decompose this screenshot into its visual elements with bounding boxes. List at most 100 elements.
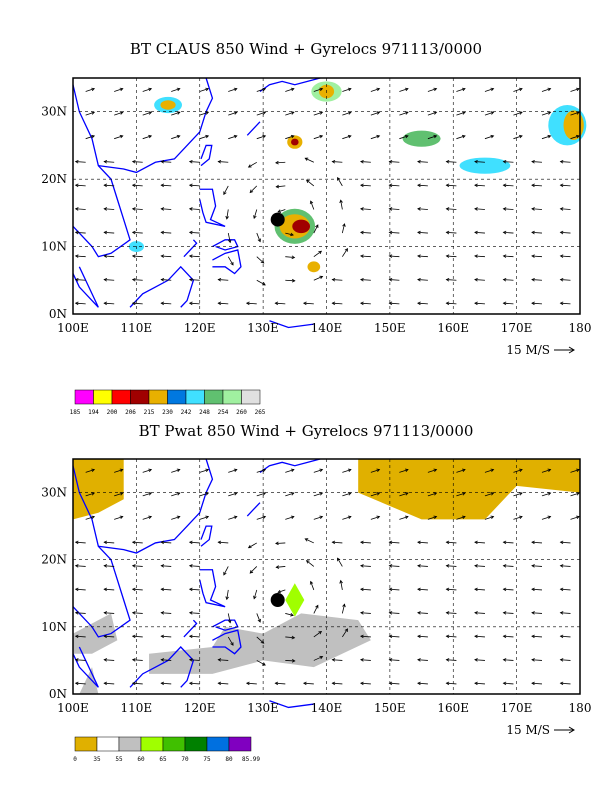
- wind-vector: [75, 682, 86, 685]
- wind-vector: [332, 279, 343, 281]
- wind-vector: [249, 566, 258, 574]
- wind-arrowhead: [319, 492, 324, 496]
- wind-vector: [560, 255, 571, 258]
- wind-vector: [85, 88, 95, 92]
- wind-arrowhead: [490, 492, 495, 496]
- wind-vector: [484, 516, 494, 520]
- wind-arrowhead: [404, 515, 409, 520]
- wind-arrowhead: [331, 681, 336, 686]
- wind-arrowhead: [160, 301, 165, 306]
- wind-vector: [474, 279, 485, 281]
- wind-vector: [360, 612, 371, 614]
- wind-vector: [75, 659, 86, 661]
- wind-arrowhead: [74, 587, 79, 592]
- wind-vector: [132, 255, 143, 258]
- wind-vector: [360, 541, 371, 544]
- wind-vector: [228, 469, 237, 473]
- wind-vector: [275, 302, 286, 305]
- legend-swatch: [118, 736, 142, 752]
- wind-vector: [114, 469, 123, 473]
- wind-arrowhead: [160, 658, 165, 662]
- wind-arrowhead: [148, 515, 153, 520]
- wind-vector: [132, 588, 143, 591]
- wind-vector: [342, 111, 352, 116]
- wind-arrowhead: [247, 164, 252, 168]
- wind-arrowhead: [249, 570, 254, 574]
- wind-vector: [189, 184, 200, 187]
- wind-arrowhead: [233, 468, 238, 473]
- panel2-group: 0N 10N 20N 30N 100E 110E 120E 130E 140E 150E 160E 1…: [41, 458, 591, 763]
- wind-arrowhead: [502, 587, 507, 592]
- wind-vector: [256, 135, 266, 140]
- wind-arrowhead: [131, 658, 136, 662]
- wind-arrowhead: [559, 540, 564, 545]
- wind-vector: [142, 88, 152, 92]
- wind-vector: [360, 635, 371, 638]
- wind-vector: [389, 588, 400, 591]
- wind-vector: [189, 231, 200, 234]
- wind-vector: [446, 255, 457, 258]
- wind-vector: [389, 635, 400, 638]
- lon-label: 130E: [247, 321, 279, 335]
- coastline: [246, 502, 261, 517]
- coastline: [200, 525, 213, 547]
- wind-vector: [132, 565, 143, 567]
- wind-vector: [303, 682, 314, 685]
- wind-vector: [171, 88, 180, 92]
- wind-arrowhead: [119, 134, 124, 139]
- wind-arrowhead: [490, 468, 495, 473]
- wind-arrowhead: [461, 134, 466, 139]
- wind-arrowhead: [461, 468, 466, 473]
- reference-vector-arrowhead: [568, 346, 575, 354]
- wind-vector: [456, 88, 466, 92]
- wind-vector: [161, 302, 172, 305]
- wind-vector: [417, 565, 428, 567]
- wind-arrowhead: [217, 681, 222, 686]
- wind-arrowhead: [559, 611, 564, 615]
- wind-arrowhead: [91, 87, 96, 92]
- wind-vector: [474, 208, 485, 210]
- wind-vector: [560, 682, 571, 685]
- wind-vector: [332, 541, 343, 544]
- wind-arrowhead: [547, 468, 552, 473]
- legend-label: 70: [181, 756, 189, 763]
- wind-arrowhead: [74, 254, 79, 258]
- wind-vector: [218, 161, 229, 163]
- wind-arrowhead: [257, 618, 261, 623]
- wind-vector: [132, 161, 143, 163]
- wind-vector: [560, 612, 571, 614]
- legend-swatch: [162, 736, 186, 752]
- wind-vector: [360, 565, 371, 567]
- wind-arrowhead: [417, 230, 421, 235]
- wind-arrowhead: [360, 277, 364, 282]
- wind-arrowhead: [275, 160, 279, 165]
- wind-arrowhead: [160, 634, 165, 639]
- wind-vector: [389, 184, 400, 187]
- wind-vector: [427, 111, 437, 116]
- wind-vector: [446, 612, 457, 614]
- wind-arrowhead: [91, 134, 96, 139]
- legend-label: 215: [144, 409, 155, 416]
- wind-arrowhead: [262, 492, 267, 496]
- legend-swatch: [130, 389, 150, 405]
- wind-arrowhead: [376, 87, 381, 92]
- wind-vector: [75, 612, 86, 614]
- coastline: [259, 458, 321, 473]
- wind-arrowhead: [160, 207, 165, 211]
- lon-label: 140E: [311, 321, 343, 335]
- wind-arrowhead: [417, 587, 421, 592]
- wind-vector: [446, 541, 457, 544]
- wind-arrowhead: [445, 540, 450, 545]
- wind-arrowhead: [360, 634, 364, 639]
- wind-vector: [389, 302, 400, 305]
- wind-arrowhead: [119, 87, 124, 92]
- wind-arrowhead: [502, 301, 507, 306]
- wind-vector: [161, 682, 172, 685]
- wind-vector: [446, 635, 457, 638]
- wind-vector: [389, 541, 400, 544]
- wind-arrowhead: [331, 658, 336, 662]
- wind-vector: [189, 302, 200, 305]
- wind-vector: [285, 88, 295, 92]
- wind-arrowhead: [502, 230, 507, 235]
- wind-vector: [427, 135, 437, 140]
